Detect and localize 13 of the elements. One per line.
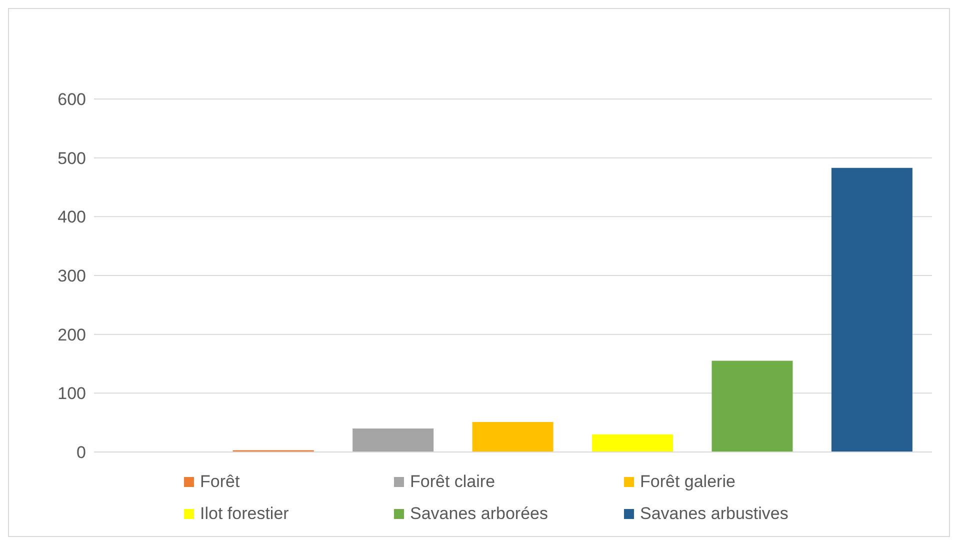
legend-label: Ilot forestier [200, 504, 289, 524]
y-tick-label: 500 [58, 148, 86, 168]
y-tick-label: 0 [76, 443, 86, 462]
y-tick-label: 300 [58, 266, 86, 286]
y-tick-label: 100 [58, 384, 86, 404]
legend-label: Forêt galerie [640, 472, 736, 492]
legend-label: Forêt [200, 472, 240, 492]
legend-label: Savanes arborées [410, 504, 548, 524]
y-tick-label: 600 [58, 90, 86, 110]
y-tick-label: 200 [58, 325, 86, 344]
legend-label: Savanes arbustives [640, 504, 788, 524]
y-tick-label: 400 [58, 208, 86, 227]
legend-label: Forêt claire [410, 472, 496, 492]
